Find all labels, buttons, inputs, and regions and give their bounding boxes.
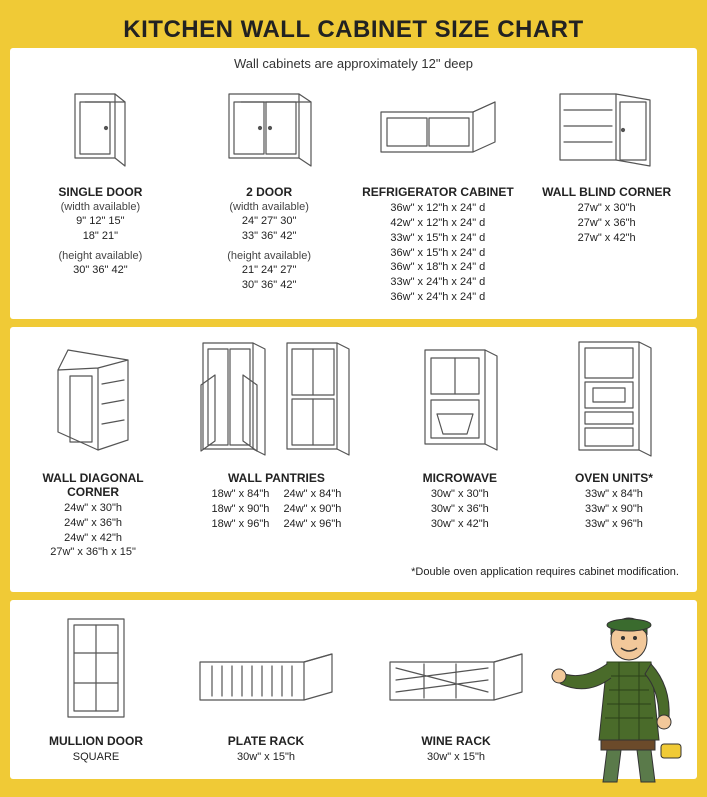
- item-wine-rack: WINE RACK 30w" x 15"h: [376, 608, 536, 765]
- two-door-icon: [219, 79, 319, 179]
- widths: 9" 12" 15" 18" 21": [76, 214, 124, 244]
- label: WINE RACK: [421, 734, 490, 748]
- panel-row-2: WALL DIAGONAL CORNER 24w" x 30"h 24w" x …: [10, 327, 697, 592]
- wall-diagonal-corner-icon: [38, 335, 148, 465]
- item-single-door: SINGLE DOOR (width available) 9" 12" 15"…: [20, 79, 181, 278]
- dims: 24w" x 30"h 24w" x 36"h 24w" x 42"h 27w"…: [50, 501, 136, 560]
- item-wall-diagonal-corner: WALL DIAGONAL CORNER 24w" x 30"h 24w" x …: [20, 335, 166, 560]
- item-2-door: 2 DOOR (width available) 24" 27" 30" 33"…: [189, 79, 350, 292]
- label: MICROWAVE: [423, 471, 497, 485]
- dims: 30w" x 15"h: [237, 750, 295, 765]
- item-oven-units: OVEN UNITS* 33w" x 84"h 33w" x 90"h 33w"…: [541, 335, 687, 532]
- label: MULLION DOOR: [49, 734, 143, 748]
- wall-blind-corner-icon: [552, 79, 662, 179]
- sub-height: (height available): [58, 250, 142, 262]
- refrigerator-cabinet-icon: [373, 79, 503, 179]
- label: OVEN UNITS*: [575, 471, 653, 485]
- dims: 27w" x 30"h 27w" x 36"h 27w" x 42"h: [578, 201, 636, 246]
- sub-height: (height available): [227, 250, 311, 262]
- item-wall-blind-corner: WALL BLIND CORNER 27w" x 30"h 27w" x 36"…: [526, 79, 687, 246]
- label: WALL PANTRIES: [228, 471, 325, 485]
- sub-width: (width available): [61, 201, 140, 213]
- item-mullion-door: MULLION DOOR SQUARE: [36, 608, 156, 765]
- oven-units-icon: [569, 335, 659, 465]
- item-wall-pantries: WALL PANTRIES 18w" x 84"h 18w" x 90"h 18…: [174, 335, 379, 532]
- sub-width: (width available): [229, 201, 308, 213]
- label: 2 DOOR: [246, 185, 292, 199]
- item-microwave: MICROWAVE 30w" x 30"h 30w" x 36"h 30w" x…: [387, 335, 533, 532]
- row-2: WALL DIAGONAL CORNER 24w" x 30"h 24w" x …: [20, 335, 687, 560]
- panel-row-1: Wall cabinets are approximately 12" deep…: [10, 48, 697, 319]
- widths: 24" 27" 30" 33" 36" 42": [242, 214, 297, 244]
- dims: 30w" x 30"h 30w" x 36"h 30w" x 42"h: [431, 487, 489, 532]
- title-bar: KITCHEN WALL CABINET SIZE CHART: [10, 10, 697, 48]
- microwave-icon: [415, 335, 505, 465]
- label: REFRIGERATOR CABINET: [362, 185, 514, 199]
- item-refrigerator-cabinet: REFRIGERATOR CABINET 36w" x 12"h x 24" d…: [358, 79, 519, 305]
- heights: 21" 24" 27" 30" 36" 42": [242, 263, 297, 293]
- mascot-icon: [551, 600, 691, 785]
- label: SINGLE DOOR: [58, 185, 142, 199]
- dims-col2: 24w" x 84"h 24w" x 90"h 24w" x 96"h: [283, 487, 341, 532]
- row2-footnote: *Double oven application requires cabine…: [20, 566, 687, 578]
- heights: 30" 36" 42": [73, 263, 128, 278]
- row-1: SINGLE DOOR (width available) 9" 12" 15"…: [20, 79, 687, 305]
- wine-rack-icon: [384, 608, 529, 728]
- panel-row-3: MULLION DOOR SQUARE PLATE RACK 30w" x 15…: [10, 600, 697, 779]
- dims-columns: 18w" x 84"h 18w" x 90"h 18w" x 96"h 24w"…: [211, 487, 341, 532]
- dims: 30w" x 15"h: [427, 750, 485, 765]
- plate-rack-icon: [194, 608, 339, 728]
- mullion-door-icon: [60, 608, 132, 728]
- subtitle: Wall cabinets are approximately 12" deep: [20, 56, 687, 71]
- label: WALL BLIND CORNER: [542, 185, 671, 199]
- wall-pantries-icon: [191, 335, 361, 465]
- chart-title: KITCHEN WALL CABINET SIZE CHART: [10, 16, 697, 44]
- single-door-icon: [65, 79, 135, 179]
- dims: 33w" x 84"h 33w" x 90"h 33w" x 96"h: [585, 487, 643, 532]
- sub: SQUARE: [73, 750, 119, 765]
- dims-col1: 18w" x 84"h 18w" x 90"h 18w" x 96"h: [211, 487, 269, 532]
- label: WALL DIAGONAL CORNER: [20, 471, 166, 499]
- item-plate-rack: PLATE RACK 30w" x 15"h: [186, 608, 346, 765]
- label: PLATE RACK: [228, 734, 304, 748]
- dims: 36w" x 12"h x 24" d 42w" x 12"h x 24" d …: [390, 201, 485, 305]
